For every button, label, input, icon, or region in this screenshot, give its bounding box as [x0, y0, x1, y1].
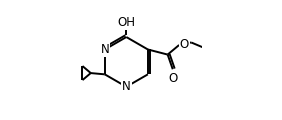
Text: OH: OH — [117, 16, 135, 29]
Text: N: N — [122, 80, 131, 93]
Text: O: O — [180, 38, 189, 51]
Text: N: N — [100, 43, 109, 56]
Text: O: O — [168, 72, 177, 85]
